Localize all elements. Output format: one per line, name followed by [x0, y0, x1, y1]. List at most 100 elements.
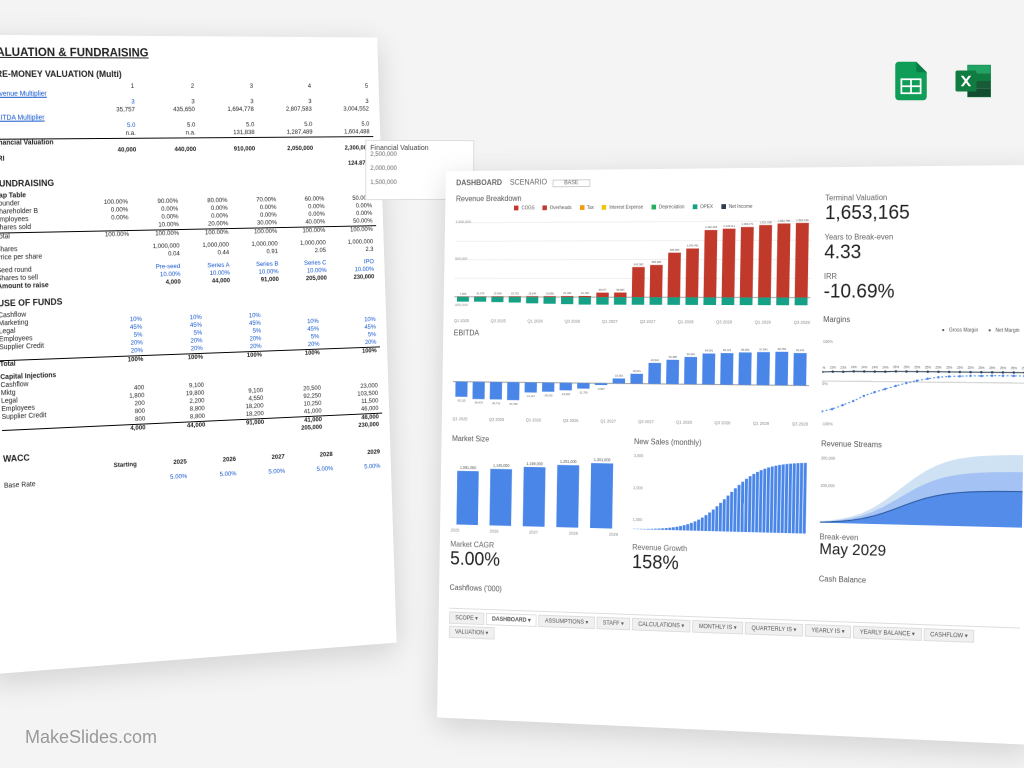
svg-text:25%: 25%	[925, 365, 931, 369]
svg-text:-37,750: -37,750	[509, 402, 518, 406]
margins-chart: 100% 0% -100% 22% 23% 23% 24% 24% 24% 24% 25% 25% 25…	[821, 335, 1024, 431]
fundraising-heading: FUNDRAISING	[0, 174, 375, 189]
svg-text:-11,705: -11,705	[579, 390, 588, 394]
svg-text:-3,807: -3,807	[597, 387, 605, 391]
svg-text:3,000: 3,000	[634, 453, 644, 458]
cashflows-title: Cashflows ('000)	[450, 583, 806, 603]
svg-text:98,984: 98,984	[616, 288, 625, 292]
svg-text:25%: 25%	[893, 365, 899, 369]
svg-text:685,286: 685,286	[652, 260, 662, 264]
rev-mult-link[interactable]: Revenue Multiplier	[0, 91, 77, 98]
revenue-streams-chart: 300,000200,000	[820, 451, 1023, 528]
svg-text:50,385: 50,385	[669, 355, 678, 359]
svg-text:1,091,000: 1,091,000	[460, 465, 477, 470]
terminal-valuation: 1,653,165	[825, 201, 1024, 225]
svg-text:24%: 24%	[861, 365, 867, 369]
svg-text:25%: 25%	[989, 366, 996, 370]
svg-text:-36,710: -36,710	[491, 401, 500, 405]
sheet1-title: VALUATION & FUNDRAISING	[0, 45, 371, 60]
svg-text:2,000: 2,000	[633, 485, 643, 490]
svg-text:24%: 24%	[882, 366, 888, 370]
svg-text:7,389: 7,389	[460, 292, 467, 296]
svg-text:56,546: 56,546	[687, 352, 696, 356]
tab-dashboard[interactable]: DASHBOARD ▾	[486, 613, 537, 627]
sales-chart-title: New Sales (monthly)	[634, 438, 808, 450]
tab-yearly-is[interactable]: YEARLY IS ▾	[805, 624, 852, 638]
svg-text:100%: 100%	[823, 339, 834, 344]
tab-staff[interactable]: STAFF ▾	[596, 616, 630, 630]
svg-text:1,198,000: 1,198,000	[526, 461, 543, 466]
rev-chart-title: Revenue Breakdown	[456, 192, 812, 203]
svg-text:20,521: 20,521	[633, 369, 642, 373]
svg-text:24%: 24%	[851, 365, 857, 369]
svg-text:22,482: 22,482	[563, 291, 571, 295]
svg-text:25%: 25%	[904, 365, 910, 369]
svg-text:15,733: 15,733	[511, 291, 519, 295]
svg-text:23%: 23%	[840, 366, 846, 370]
svg-text:24,782: 24,782	[581, 291, 590, 295]
svg-text:1,552,780: 1,552,780	[778, 218, 791, 222]
ebitda-chart-title: EBITDA	[454, 328, 810, 339]
svg-text:0%: 0%	[822, 381, 828, 386]
svg-text:25%: 25%	[1000, 366, 1007, 370]
svg-text:1,521,608: 1,521,608	[760, 220, 773, 224]
tab-monthly-is[interactable]: MONTHLY IS ▾	[692, 620, 743, 634]
svg-text:1,000: 1,000	[633, 517, 643, 522]
tab-valuation[interactable]: VALUATION ▾	[449, 625, 495, 639]
svg-text:-36,475: -36,475	[474, 401, 483, 405]
google-sheets-icon	[890, 60, 932, 102]
svg-text:-500,000: -500,000	[454, 303, 468, 307]
svg-text:23%: 23%	[830, 365, 836, 369]
svg-text:-100%: -100%	[821, 421, 833, 426]
svg-text:25%: 25%	[957, 366, 963, 370]
watermark: MakeSlides.com	[25, 727, 157, 748]
svg-text:1,251,000: 1,251,000	[560, 459, 577, 464]
svg-text:22%: 22%	[821, 366, 825, 370]
revenue-breakdown-chart: 7,389 10,278 13,938 15,733 18,244 19,898 22,48…	[454, 211, 812, 316]
svg-text:18,244: 18,244	[528, 291, 536, 295]
svg-text:-15,683: -15,683	[561, 392, 570, 396]
svg-text:68,755: 68,755	[778, 347, 787, 351]
scenario-dropdown[interactable]: BASE	[552, 179, 590, 187]
svg-text:13,938: 13,938	[494, 291, 502, 295]
tab-assumptions[interactable]: ASSUMPTIONS ▾	[539, 614, 595, 628]
dashboard-spreadsheet: DASHBOARD SCENARIO BASE Revenue Breakdow…	[437, 165, 1024, 745]
svg-text:945,826: 945,826	[670, 248, 680, 252]
tab-yearly-balance[interactable]: YEARLY BALANCE ▾	[853, 625, 922, 640]
svg-text:-19,130: -19,130	[544, 393, 553, 397]
svg-text:1,145,000: 1,145,000	[493, 463, 510, 468]
svg-text:19,898: 19,898	[546, 291, 554, 295]
svg-text:24%: 24%	[872, 365, 878, 369]
svg-text:43,542: 43,542	[651, 358, 660, 362]
tab-quarterly-is[interactable]: QUARTERLY IS ▾	[745, 622, 803, 637]
dashboard-title: DASHBOARD	[456, 178, 502, 187]
ebitda-mult-link[interactable]: EBITDA Multiplier	[0, 114, 78, 121]
tab-calculations[interactable]: CALCULATIONS ▾	[632, 618, 691, 633]
tab-cashflow[interactable]: CASHFLOW ▾	[923, 628, 974, 643]
svg-text:66,833: 66,833	[741, 347, 750, 351]
svg-text:25%: 25%	[914, 365, 920, 369]
market-chart-title: Market Size	[452, 434, 620, 445]
tab-scope[interactable]: SCOPE ▾	[449, 611, 484, 625]
svg-text:1,482,371: 1,482,371	[741, 222, 754, 226]
svg-text:642,083: 642,083	[634, 262, 644, 266]
svg-text:25%: 25%	[978, 366, 985, 370]
svg-text:65,115: 65,115	[723, 348, 732, 352]
irr-value: -10.69%	[823, 281, 1024, 304]
svg-text:25%: 25%	[946, 366, 952, 370]
svg-text:10,278: 10,278	[476, 292, 484, 296]
svg-text:500,000: 500,000	[455, 257, 467, 261]
svg-text:-21,147: -21,147	[526, 394, 535, 398]
svg-text:1,562,740: 1,562,740	[796, 218, 809, 222]
years-breakeven: 4.33	[824, 241, 1024, 264]
app-icons	[890, 60, 994, 102]
svg-text:25%: 25%	[1011, 366, 1018, 370]
svg-text:200,000: 200,000	[820, 483, 835, 488]
svg-text:66,441: 66,441	[796, 348, 805, 352]
svg-text:1,301,000: 1,301,000	[594, 457, 612, 462]
svg-text:25%: 25%	[935, 366, 941, 370]
sheet-tabs: SCOPE ▾DASHBOARD ▾ASSUMPTIONS ▾STAFF ▾CA…	[449, 607, 1020, 659]
svg-text:1,500,000: 1,500,000	[456, 220, 471, 224]
valuation-spreadsheet: VALUATION & FUNDRAISING PRE-MONEY VALUAT…	[0, 35, 397, 675]
new-sales-chart: 3,000 2,000 1,000	[633, 449, 808, 534]
